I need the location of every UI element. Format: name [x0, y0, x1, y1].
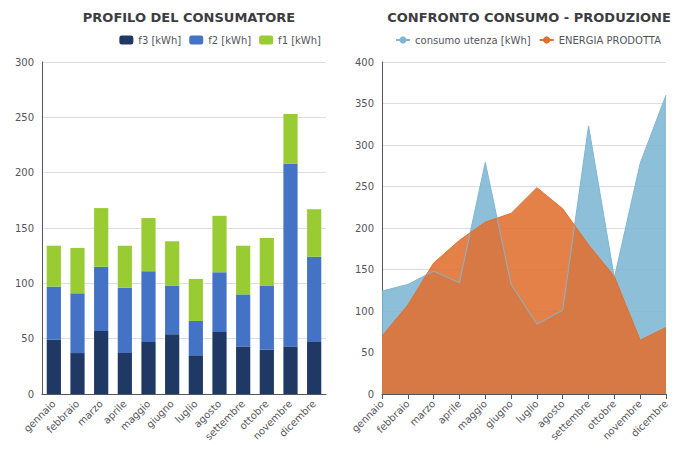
- svg-text:settembre: settembre: [548, 398, 592, 442]
- svg-text:ottobre: ottobre: [237, 398, 271, 432]
- svg-text:f1 [kWh]: f1 [kWh]: [278, 35, 321, 46]
- svg-text:150: 150: [15, 223, 34, 234]
- svg-text:giugno: giugno: [144, 398, 176, 430]
- svg-text:giugno: giugno: [483, 398, 515, 430]
- svg-text:0: 0: [368, 389, 374, 400]
- svg-text:CONFRONTO CONSUMO - PRODUZIONE: CONFRONTO CONSUMO - PRODUZIONE: [387, 10, 671, 25]
- svg-text:maggio: maggio: [455, 398, 489, 432]
- svg-text:f2 [kWh]: f2 [kWh]: [208, 35, 251, 46]
- svg-text:novembre: novembre: [600, 398, 645, 442]
- svg-text:consumo utenza [kWh]: consumo utenza [kWh]: [415, 35, 531, 46]
- svg-text:febbraio: febbraio: [375, 398, 412, 435]
- svg-text:PROFILO DEL CONSUMATORE: PROFILO DEL CONSUMATORE: [83, 10, 295, 25]
- svg-text:300: 300: [15, 57, 34, 68]
- svg-text:novembre: novembre: [250, 398, 295, 442]
- svg-text:ottobre: ottobre: [584, 398, 619, 432]
- svg-text:gennaio: gennaio: [349, 398, 386, 435]
- svg-text:100: 100: [15, 278, 34, 289]
- svg-text:400: 400: [355, 57, 374, 68]
- svg-text:50: 50: [361, 347, 374, 358]
- svg-text:350: 350: [355, 98, 374, 109]
- svg-text:200: 200: [355, 223, 374, 234]
- svg-text:f3 [kWh]: f3 [kWh]: [138, 35, 181, 46]
- svg-text:marzo: marzo: [408, 398, 438, 428]
- svg-text:agosto: agosto: [534, 398, 567, 430]
- svg-text:settembre: settembre: [202, 398, 248, 443]
- svg-text:100: 100: [355, 306, 374, 317]
- svg-text:aprile: aprile: [101, 398, 129, 426]
- svg-text:200: 200: [15, 167, 34, 178]
- svg-text:dicembre: dicembre: [629, 398, 670, 439]
- svg-text:dicembre: dicembre: [277, 398, 318, 439]
- svg-text:luglio: luglio: [172, 398, 200, 426]
- svg-text:maggio: maggio: [118, 398, 152, 432]
- svg-text:250: 250: [15, 112, 34, 123]
- svg-text:300: 300: [355, 140, 374, 151]
- svg-text:50: 50: [21, 333, 34, 344]
- svg-text:0: 0: [28, 389, 34, 400]
- svg-text:febbraio: febbraio: [44, 398, 81, 435]
- svg-text:marzo: marzo: [75, 398, 105, 428]
- svg-text:agosto: agosto: [191, 398, 224, 430]
- svg-text:250: 250: [355, 181, 374, 192]
- svg-text:aprile: aprile: [435, 398, 464, 426]
- svg-text:150: 150: [355, 264, 374, 275]
- svg-text:gennaio: gennaio: [21, 398, 58, 435]
- svg-text:ENERGIA PRODOTTA: ENERGIA PRODOTTA: [559, 35, 661, 46]
- svg-text:luglio: luglio: [513, 398, 541, 426]
